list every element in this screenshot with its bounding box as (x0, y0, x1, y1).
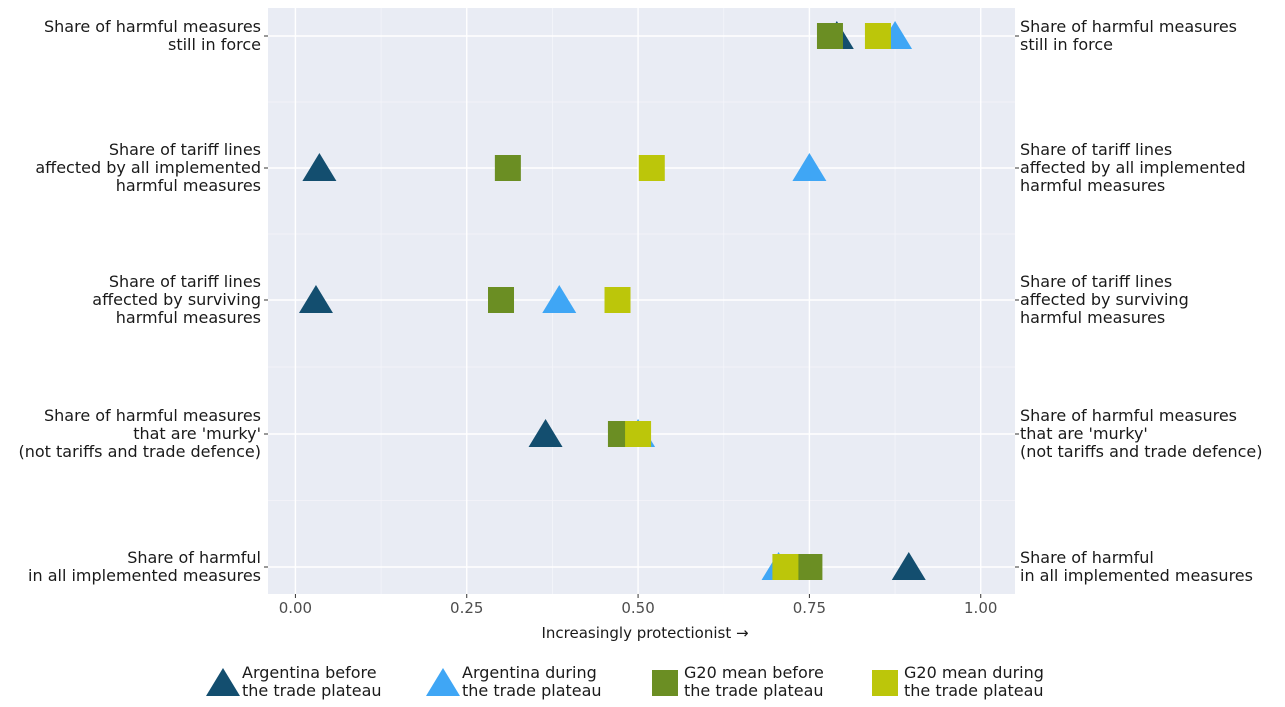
data-point (488, 287, 515, 313)
x-axis-title: Increasingly protectionist → (541, 624, 748, 642)
data-point (638, 155, 665, 181)
data-point (891, 552, 926, 580)
legend-key-triangle-icon (426, 665, 460, 699)
legend-marker (206, 668, 240, 696)
legend: Argentina before the trade plateau Argenti… (200, 664, 1100, 706)
data-point (494, 155, 521, 181)
category-label-right: Share of harmful in all implemented measu… (1020, 548, 1253, 585)
x-tick-label: 0.00 (279, 599, 312, 617)
data-point (625, 421, 652, 447)
x-tick-label: 0.75 (793, 599, 826, 617)
category-labels-left: Share of harmful measures still in force S… (18, 17, 268, 585)
x-tick-label: 0.50 (621, 599, 654, 617)
category-label-left: Share of harmful measures that are 'murky… (18, 406, 261, 461)
data-point (772, 554, 799, 580)
legend-label: Argentina during the trade plateau (462, 663, 602, 700)
plot-panel (268, 8, 1015, 594)
legend-marker (426, 668, 460, 696)
x-tick-label: 0.25 (450, 599, 483, 617)
category-label-right: Share of harmful measures that are 'murky… (1020, 406, 1263, 461)
category-labels-right: Share of harmful measures still in force S… (1015, 17, 1263, 585)
legend-item: Argentina during the trade plateau (426, 664, 602, 700)
data-point (796, 554, 823, 580)
data-point (792, 153, 827, 181)
category-label-right: Share of harmful measures still in force (1020, 17, 1237, 54)
legend-key-square-icon (868, 665, 902, 699)
legend-key-square-icon (648, 665, 682, 699)
legend-item: G20 mean during the trade plateau (868, 664, 1044, 700)
category-label-left: Share of tariff lines affected by survivi… (92, 272, 261, 327)
legend-key-triangle-icon (206, 665, 240, 699)
category-label-left: Share of tariff lines affected by all imp… (35, 140, 261, 195)
data-point (528, 419, 563, 447)
legend-item: Argentina before the trade plateau (206, 664, 382, 700)
data-point (298, 285, 333, 313)
category-label-left: Share of harmful measures still in force (44, 17, 261, 54)
legend-item: G20 mean before the trade plateau (648, 664, 824, 700)
category-label-right: Share of tariff lines affected by survivi… (1020, 272, 1189, 327)
data-point (604, 287, 631, 313)
x-tick-label: 1.00 (964, 599, 997, 617)
data-points (298, 21, 926, 580)
data-point (816, 23, 843, 49)
data-point (864, 23, 891, 49)
legend-label: Argentina before the trade plateau (242, 663, 382, 700)
legend-label: G20 mean before the trade plateau (684, 663, 824, 700)
data-point (542, 285, 577, 313)
legend-marker (872, 670, 898, 696)
legend-label: G20 mean during the trade plateau (904, 663, 1044, 700)
category-label-left: Share of harmful in all implemented measu… (28, 548, 261, 585)
category-label-right: Share of tariff lines affected by all imp… (1020, 140, 1246, 195)
axis-ticks: 0.00 0.25 0.50 0.75 1.00 (279, 594, 997, 617)
data-point (302, 153, 337, 181)
legend-marker (652, 670, 678, 696)
